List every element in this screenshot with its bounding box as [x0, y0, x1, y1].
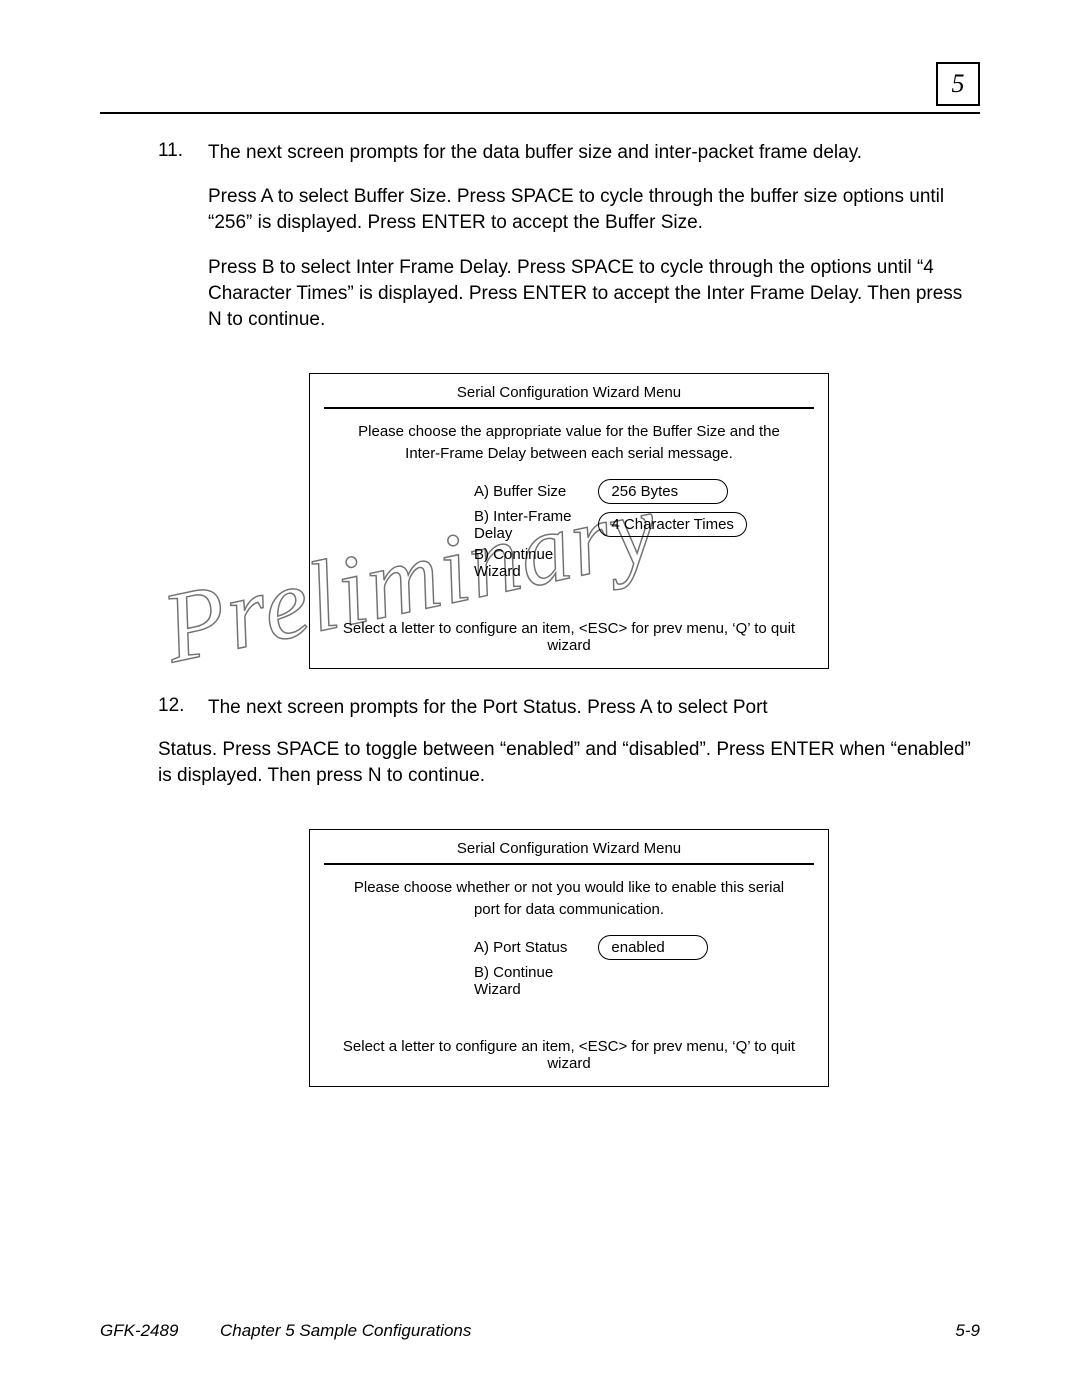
option-label: A) Port Status: [324, 939, 598, 956]
step-12-cont: Status. Press SPACE to toggle between “e…: [158, 737, 980, 807]
option-label: B) Continue Wizard: [324, 546, 598, 580]
chapter-number-box: 5: [936, 62, 980, 106]
step-paragraph: The next screen prompts for the Port Sta…: [208, 695, 980, 721]
step-paragraph: The next screen prompts for the data buf…: [208, 140, 980, 166]
step-11: 11. The next screen prompts for the data…: [158, 140, 980, 351]
panel-footer-hint: Select a letter to configure an item, <E…: [324, 1038, 814, 1072]
page: 5 11. The next screen prompts for the da…: [0, 0, 1080, 1397]
header-rule: [100, 112, 980, 114]
step-number: 11.: [158, 140, 208, 351]
option-value-pill: enabled: [598, 935, 708, 960]
option-value-pill: 4 Character Times: [598, 512, 747, 537]
option-row: B) Continue Wizard: [324, 964, 814, 998]
option-value-pill: 256 Bytes: [598, 479, 728, 504]
panel-footer-hint: Select a letter to configure an item, <E…: [324, 620, 814, 654]
option-row: B) Inter-Frame Delay 4 Character Times: [324, 508, 814, 542]
content-area: 11. The next screen prompts for the data…: [158, 140, 980, 1113]
footer-pagenum: 5-9: [955, 1321, 980, 1341]
panel-rule: [324, 407, 814, 409]
panel-intro: Please choose whether or not you would l…: [350, 877, 788, 921]
option-row: A) Port Status enabled: [324, 935, 814, 960]
panel-intro: Please choose the appropriate value for …: [350, 421, 788, 465]
step-12: 12. The next screen prompts for the Port…: [158, 695, 980, 731]
step-body: Status. Press SPACE to toggle between “e…: [158, 737, 980, 807]
step-body: The next screen prompts for the Port Sta…: [208, 695, 980, 731]
footer-chapter: Chapter 5 Sample Configurations: [220, 1321, 471, 1341]
step-paragraph: Press A to select Buffer Size. Press SPA…: [208, 184, 980, 236]
footer-docnum: GFK-2489: [100, 1321, 178, 1341]
panel-title: Serial Configuration Wizard Menu: [324, 840, 814, 863]
panel-title: Serial Configuration Wizard Menu: [324, 384, 814, 407]
wizard-panel-buffer: Serial Configuration Wizard Menu Please …: [309, 373, 829, 669]
option-label: B) Continue Wizard: [324, 964, 598, 998]
step-number: 12.: [158, 695, 208, 731]
step-paragraph: Status. Press SPACE to toggle between “e…: [158, 737, 980, 789]
panel-rule: [324, 863, 814, 865]
chapter-number: 5: [952, 69, 965, 99]
page-footer: GFK-2489 Chapter 5 Sample Configurations…: [100, 1321, 980, 1341]
option-label: A) Buffer Size: [324, 483, 598, 500]
step-body: The next screen prompts for the data buf…: [208, 140, 980, 351]
option-label: B) Inter-Frame Delay: [324, 508, 598, 542]
step-paragraph: Press B to select Inter Frame Delay. Pre…: [208, 255, 980, 334]
option-row: B) Continue Wizard: [324, 546, 814, 580]
option-row: A) Buffer Size 256 Bytes: [324, 479, 814, 504]
wizard-panel-portstatus: Serial Configuration Wizard Menu Please …: [309, 829, 829, 1087]
